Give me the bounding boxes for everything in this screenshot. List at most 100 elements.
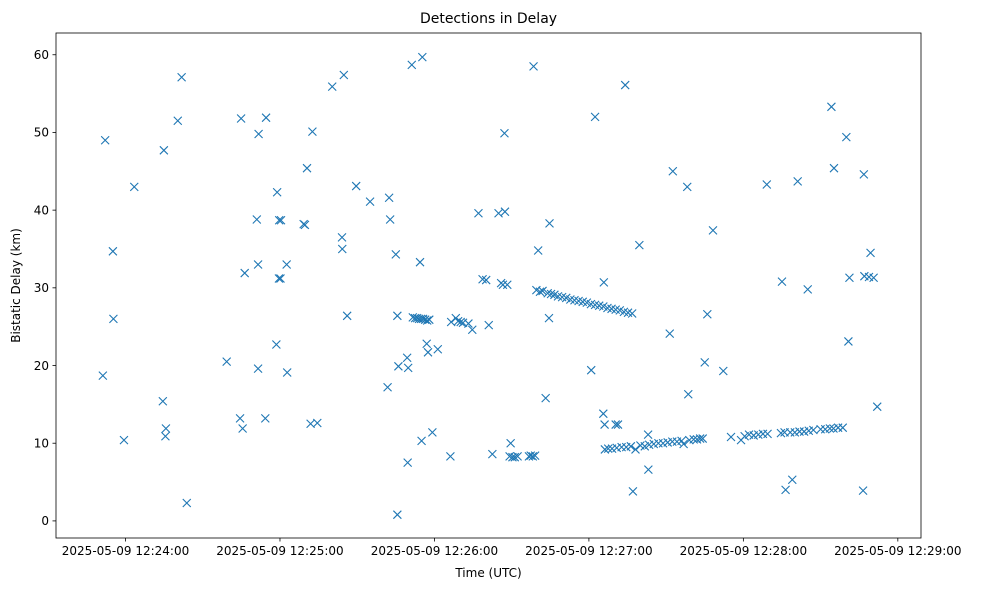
data-point [776,428,786,438]
data-point [590,112,600,122]
data-point [327,82,337,91]
data-point [427,427,437,437]
data-point [177,72,187,82]
data-point [109,314,118,324]
y-tick-label: 40 [34,203,49,217]
y-tick-label: 60 [34,48,49,62]
data-point [282,368,292,377]
data-point [446,452,455,461]
data-point [528,452,538,461]
data-point [498,280,508,290]
data-point [643,430,653,440]
data-point [271,340,281,349]
data-point [424,315,434,325]
data-point [274,274,284,283]
data-point [402,353,412,363]
data-point [238,424,248,433]
data-point [793,177,803,186]
data-point [600,420,609,429]
data-point [108,246,118,256]
data-point [240,268,250,278]
data-point [665,329,675,339]
data-point [600,445,610,454]
data-point [866,248,875,258]
data-point [383,382,392,392]
y-axis-label: Bistatic Delay (km) [9,228,23,343]
data-point [365,197,375,206]
data-point [308,127,317,137]
data-point [276,274,285,283]
data-point [260,413,270,423]
data-point [827,102,836,112]
data-point [392,510,402,520]
data-point [337,232,347,242]
data-point [500,207,510,217]
data-point [415,257,425,267]
data-point [620,80,630,90]
data-point [385,215,395,224]
data-point [487,449,497,459]
data-point [252,215,262,224]
x-tick-label: 2025-05-09 12:24:00 [62,544,189,558]
data-point [129,182,139,192]
data-point [342,311,352,321]
data-point [541,393,551,403]
data-point [98,371,108,381]
data-point [474,208,483,218]
data-point [392,311,402,321]
data-point [456,317,466,327]
x-axis-ticks: 2025-05-09 12:24:00 2025-05-09 12:25:00 20… [62,538,962,558]
data-point [433,344,443,354]
data-point [510,452,520,462]
y-tick-label: 0 [41,514,49,528]
data-point [613,420,623,429]
data-point [726,432,736,442]
data-point [845,273,854,283]
data-point [533,246,543,255]
x-tick-label: 2025-05-09 12:27:00 [525,544,652,558]
data-point [394,361,403,371]
data-point [535,287,545,297]
data-point [500,128,509,138]
data-point [529,62,538,71]
data-points [98,52,882,520]
data-point [337,244,347,254]
data-point [679,439,689,449]
data-point [544,313,554,323]
data-point [236,114,246,123]
data-point [841,132,851,142]
y-axis-ticks: 0 10 20 30 40 50 60 [34,48,56,528]
data-point [603,444,613,454]
data-point [513,452,522,461]
data-point [182,498,192,508]
data-point [762,180,772,189]
data-point [695,434,705,443]
data-point [869,273,879,283]
data-point [351,181,361,191]
x-tick-label: 2025-05-09 12:28:00 [680,544,807,558]
y-tick-label: 20 [34,359,49,373]
plot-frame [55,32,922,539]
x-tick-label: 2025-05-09 12:25:00 [216,544,343,558]
data-point [161,424,171,433]
data-point [526,451,536,461]
data-point [682,182,692,192]
chart-title: Detections in Delay [420,11,557,27]
data-point [300,220,310,230]
data-point [530,451,540,461]
data-point [417,436,426,446]
data-point [417,52,427,62]
data-point [702,309,712,319]
data-point [391,250,401,259]
data-point [222,357,232,367]
y-tick-label: 10 [34,437,49,451]
data-point [829,163,839,173]
data-point [858,486,868,495]
data-point [312,418,322,428]
data-point [683,389,693,399]
data-point [100,135,110,145]
data-point [407,60,417,70]
x-axis-label: Time (UTC) [454,566,521,580]
